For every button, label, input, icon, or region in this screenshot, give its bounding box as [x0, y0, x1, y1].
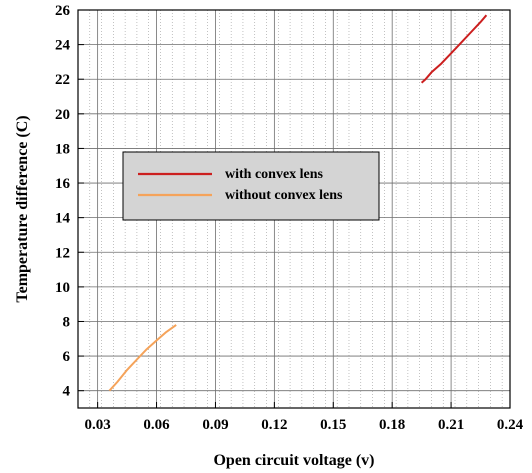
- plot-frame: [77, 9, 511, 409]
- x-tick-label: 0.15: [320, 417, 346, 433]
- legend: with convex lens without convex lens: [122, 151, 380, 221]
- x-tick-label: 0.21: [438, 417, 464, 433]
- x-tick-label: 0.24: [497, 417, 524, 433]
- x-tick-label: 0.09: [202, 417, 228, 433]
- y-tick-label: 14: [55, 211, 71, 227]
- legend-label-with-convex-lens: with convex lens: [225, 167, 324, 182]
- y-tick-label: 4: [63, 384, 71, 400]
- y-tick-label: 6: [63, 349, 71, 365]
- x-tick-label: 0.06: [143, 417, 170, 433]
- y-tick-label: 24: [55, 38, 71, 54]
- series-line-0: [420, 14, 488, 84]
- y-tick-label: 22: [55, 72, 70, 88]
- x-tick-label: 0.03: [85, 417, 111, 433]
- x-axis-title: Open circuit voltage (v): [213, 452, 374, 469]
- series-layer: [108, 14, 488, 392]
- legend-label-without-convex-lens: without convex lens: [225, 188, 343, 203]
- y-tick-label: 20: [55, 107, 70, 123]
- legend-box: [122, 151, 380, 221]
- y-tick-label: 12: [55, 245, 70, 261]
- y-tick-label: 16: [55, 176, 71, 192]
- y-tick-label: 18: [55, 141, 70, 157]
- axis-ticks: 0.03 0.06 0.09 0.12 0.15 0.18 0.21 0.24 4 6 8 10 12 1…: [55, 3, 524, 433]
- x-tick-label: 0.12: [261, 417, 287, 433]
- y-tick-label: 8: [63, 314, 71, 330]
- series-line-1: [108, 324, 177, 392]
- y-axis-title: Temperature difference (C): [14, 115, 31, 302]
- y-tick-label: 26: [55, 3, 71, 19]
- y-tick-label: 10: [55, 280, 70, 296]
- x-tick-label: 0.18: [379, 417, 405, 433]
